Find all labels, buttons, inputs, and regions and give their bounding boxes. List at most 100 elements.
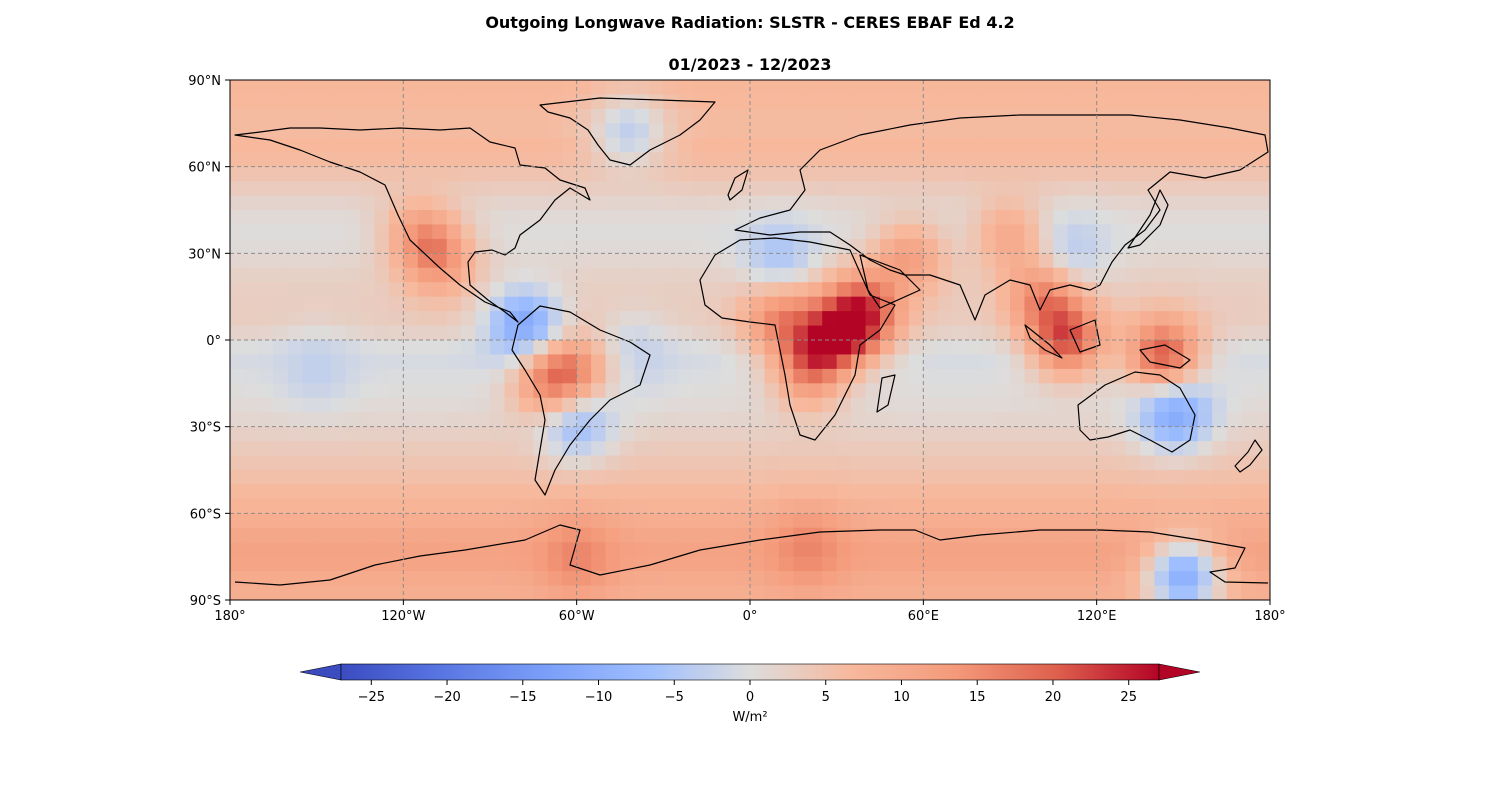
heatmap-cell [417, 383, 433, 399]
heatmap-cell [750, 426, 766, 442]
heatmap-cell [923, 210, 939, 226]
heatmap-cell [1226, 137, 1242, 153]
heatmap-cell [750, 354, 766, 370]
heatmap-cell [1053, 108, 1069, 124]
heatmap-cell [533, 368, 549, 384]
heatmap-cell [1067, 152, 1083, 168]
heatmap-cell [1024, 426, 1040, 442]
heatmap-cell [865, 152, 881, 168]
heatmap-cell [1183, 470, 1199, 486]
heatmap-cell [923, 340, 939, 356]
heatmap-cell [417, 585, 433, 600]
heatmap-cell [562, 325, 578, 341]
heatmap-cell [778, 412, 794, 428]
coastline-british-isles [727, 169, 749, 201]
heatmap-cell [778, 152, 794, 168]
heatmap-cell [1241, 571, 1257, 587]
heatmap-cell [417, 542, 433, 558]
heatmap-cell [706, 412, 722, 428]
heatmap-cell [518, 470, 534, 486]
heatmap-cell [1255, 441, 1270, 457]
heatmap-cell [1067, 253, 1083, 269]
heatmap-cell [721, 253, 737, 269]
heatmap-cell [735, 166, 751, 182]
heatmap-cell [287, 282, 303, 298]
heatmap-cell [374, 282, 390, 298]
heatmap-cell [258, 354, 274, 370]
heatmap-cell [273, 267, 289, 283]
heatmap-cell [360, 498, 376, 514]
heatmap-cell [576, 166, 592, 182]
heatmap-cell [692, 137, 708, 153]
heatmap-cell [1183, 484, 1199, 500]
heatmap-cell [244, 527, 260, 543]
heatmap-cell [1010, 340, 1026, 356]
coastline-africa [699, 237, 896, 441]
heatmap-cell [388, 181, 404, 197]
heatmap-cell [403, 542, 419, 558]
heatmap-cell [345, 238, 361, 254]
heatmap-cell [360, 484, 376, 500]
heatmap-cell [360, 571, 376, 587]
heatmap-cell [764, 455, 780, 471]
heatmap-cell [432, 354, 448, 370]
heatmap-cell [490, 108, 506, 124]
heatmap-cell [1038, 238, 1054, 254]
heatmap-cell [1053, 267, 1069, 283]
heatmap-cell [692, 253, 708, 269]
heatmap-cell [807, 282, 823, 298]
heatmap-cell [1255, 412, 1270, 428]
heatmap-cell [504, 166, 520, 182]
heatmap-cell [620, 253, 636, 269]
heatmap-cell [287, 80, 303, 96]
heatmap-cell [923, 542, 939, 558]
heatmap-cell [417, 166, 433, 182]
heatmap-cell [1183, 368, 1199, 384]
heatmap-cell [504, 441, 520, 457]
heatmap-cell [490, 527, 506, 543]
heatmap-cell [1096, 397, 1112, 413]
heatmap-cell [865, 238, 881, 254]
heatmap-cell [880, 224, 896, 240]
heatmap-cell [966, 152, 982, 168]
heatmap-cell [1038, 498, 1054, 514]
heatmap-cell [446, 80, 462, 96]
heatmap-cell [360, 152, 376, 168]
heatmap-cell [648, 354, 664, 370]
heatmap-cell [576, 498, 592, 514]
heatmap-cell [591, 426, 607, 442]
heatmap-cell [331, 224, 347, 240]
heatmap-cell [331, 354, 347, 370]
heatmap-cell [620, 455, 636, 471]
heatmap-cell [721, 108, 737, 124]
heatmap-cell [908, 542, 924, 558]
heatmap-cell [461, 498, 477, 514]
heatmap-cell [677, 94, 693, 110]
heatmap-cell [1197, 296, 1213, 312]
heatmap-cell [1111, 195, 1127, 211]
heatmap-cell [388, 498, 404, 514]
heatmap-cell [851, 181, 867, 197]
heatmap-cell [432, 267, 448, 283]
heatmap-cell [576, 368, 592, 384]
heatmap-cell [937, 181, 953, 197]
heatmap-cell [287, 484, 303, 500]
heatmap-cell [1226, 340, 1242, 356]
heatmap-cell [807, 296, 823, 312]
heatmap-cell [591, 108, 607, 124]
heatmap-cell [937, 253, 953, 269]
heatmap-cell [836, 311, 852, 327]
heatmap-cell [721, 152, 737, 168]
heatmap-cell [750, 108, 766, 124]
heatmap-cell [1255, 311, 1270, 327]
heatmap-cell [1125, 137, 1141, 153]
heatmap-cell [533, 397, 549, 413]
heatmap-cell [648, 195, 664, 211]
heatmap-cell [1183, 80, 1199, 96]
heatmap-cell [1154, 94, 1170, 110]
heatmap-cell [547, 354, 563, 370]
heatmap-cell [1111, 282, 1127, 298]
heatmap-cell [807, 80, 823, 96]
heatmap-cell [518, 484, 534, 500]
heatmap-cell [1082, 383, 1098, 399]
